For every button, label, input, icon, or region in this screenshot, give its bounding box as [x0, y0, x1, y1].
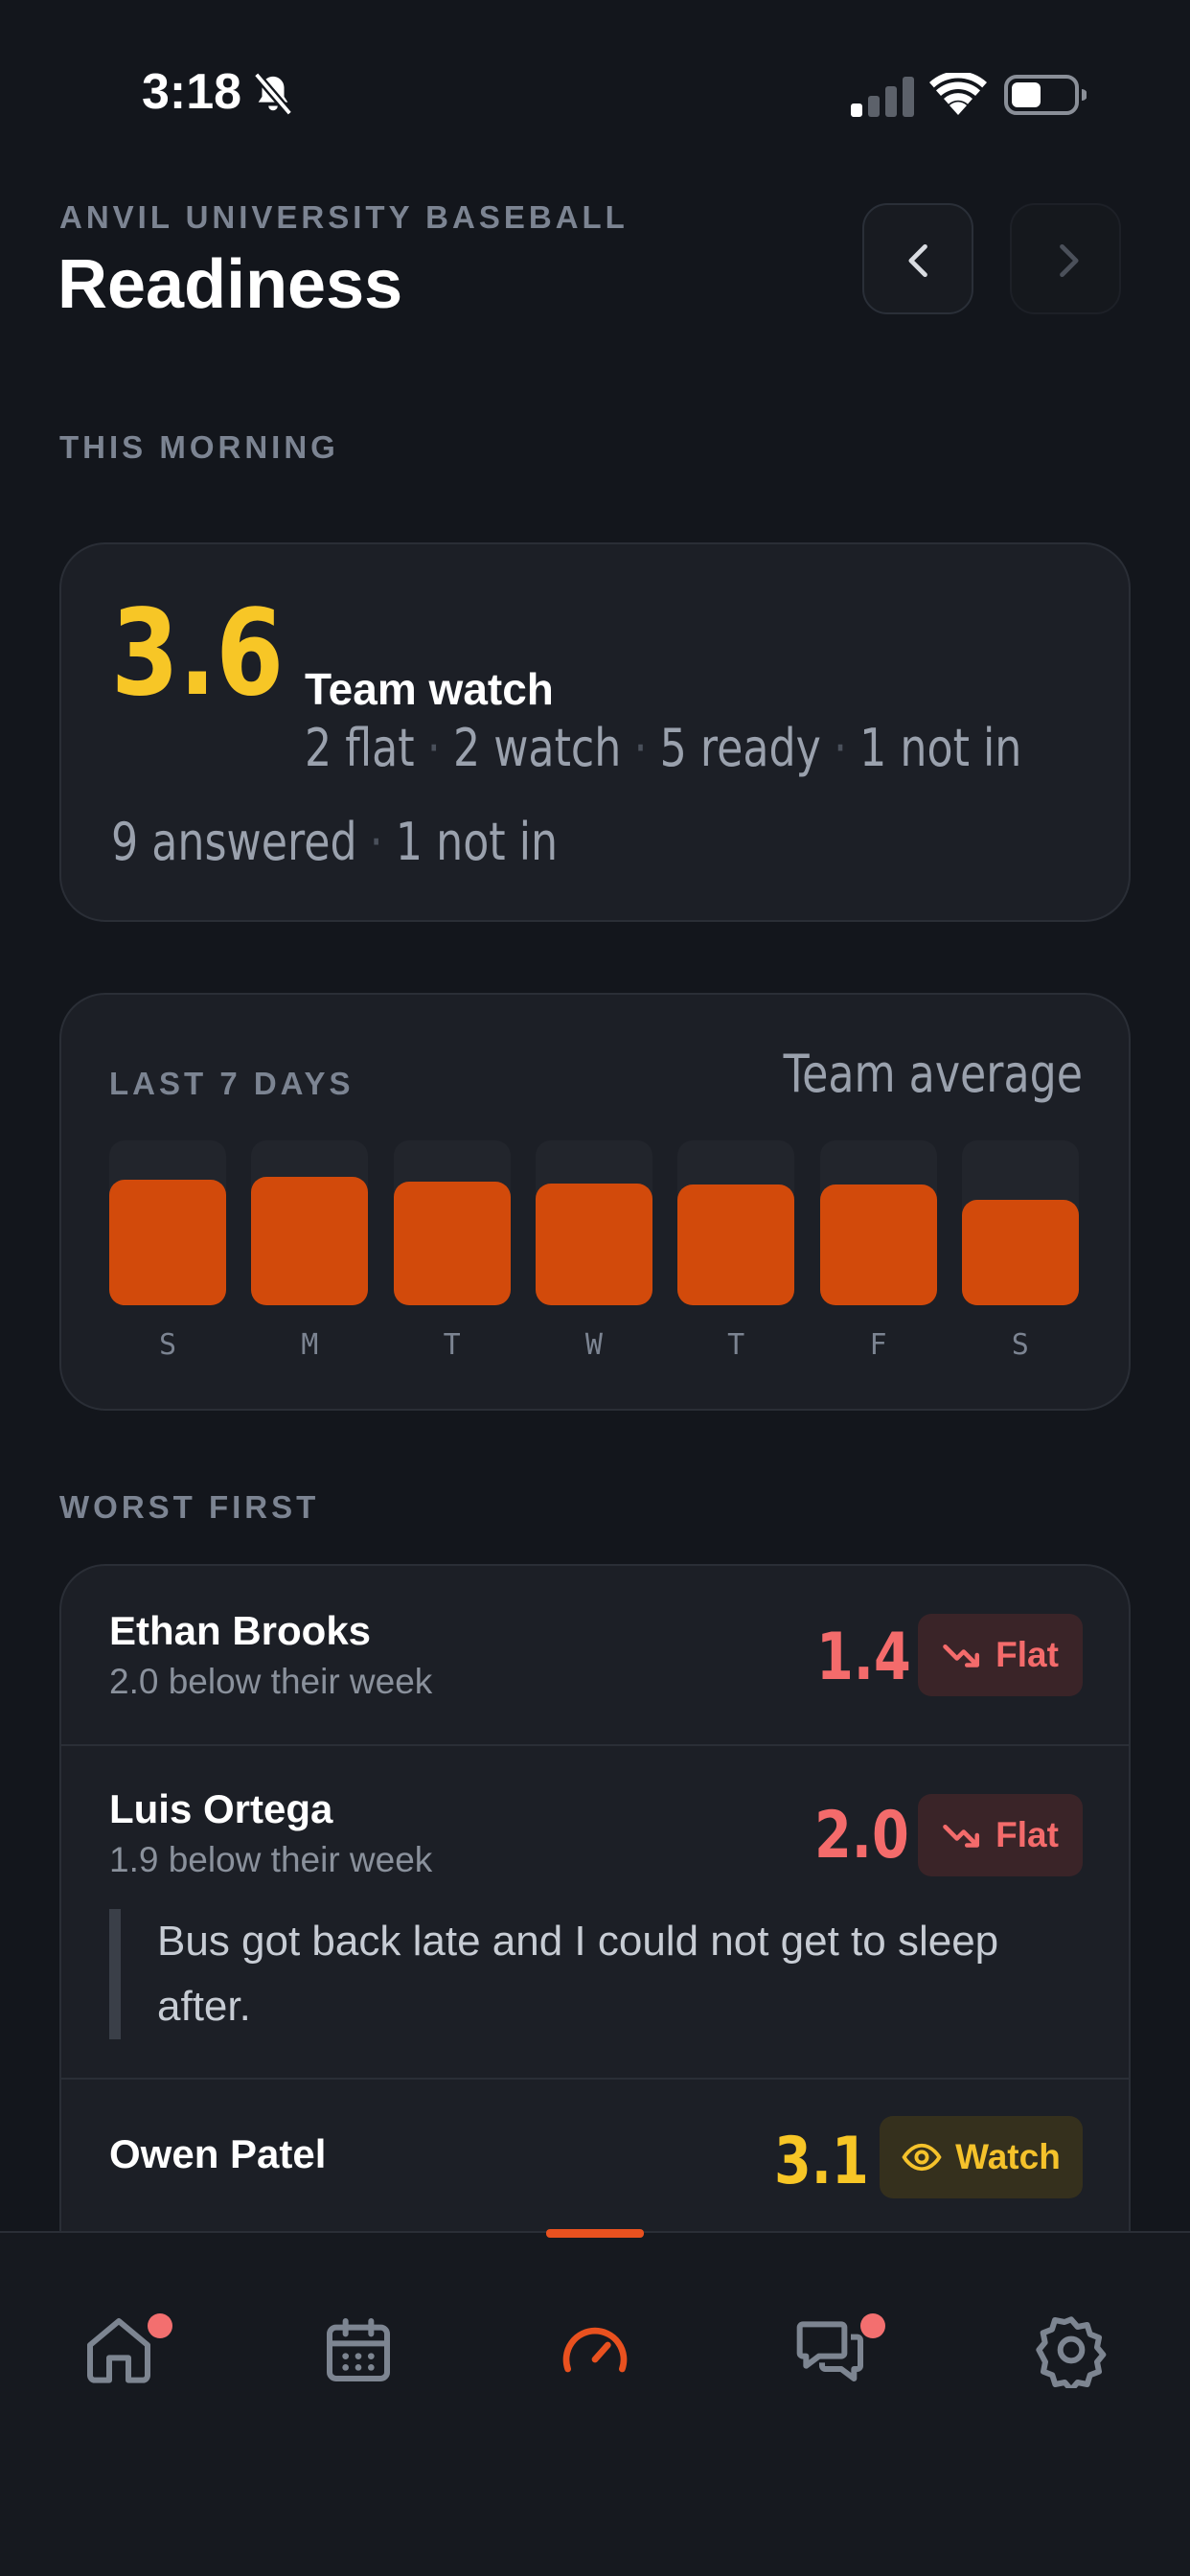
trend-down-icon: [943, 1824, 980, 1848]
bar-0: [109, 1180, 226, 1305]
home-notification-dot: [148, 2313, 172, 2338]
previous-day-button[interactable]: [862, 203, 973, 314]
player-name: Luis Ortega: [109, 1786, 333, 1831]
home-icon: [87, 2318, 150, 2383]
gauge-icon: [562, 2327, 628, 2373]
tab-bar: [0, 2231, 1190, 2576]
tick-label: S: [1011, 1328, 1029, 1362]
chart-legend-text: Team average: [783, 1044, 1083, 1104]
chevron-right-icon: [1060, 243, 1079, 278]
status-badge: Flat: [918, 1614, 1083, 1696]
tab-settings[interactable]: [1033, 2312, 1110, 2393]
next-day-button[interactable]: [1010, 203, 1121, 314]
not-in-count: 1 not in: [395, 812, 559, 872]
team-eyebrow: ANVIL UNIVERSITY BASEBALL: [59, 199, 629, 235]
status-counts: 2 flat · 2 watch · 5 ready · 1 not in: [305, 718, 1022, 778]
player-row[interactable]: Luis Ortega 1.9 below their week 2.0 Fla…: [61, 1746, 1129, 2080]
player-row[interactable]: Owen Patel 3.1 Watch: [61, 2080, 1129, 2252]
weekly-chart-card: LAST 7 DAYS Team average S M T W T F S: [59, 993, 1131, 1411]
count-not-in: 1 not in: [859, 718, 1022, 778]
player-score: 2.0: [814, 1798, 909, 1874]
chevron-left-icon: [908, 243, 927, 278]
bar-2: [393, 1182, 511, 1305]
status-time: 3:18: [142, 64, 242, 120]
player-delta: 1.9 below their week: [109, 1840, 433, 1879]
messages-notification-dot: [860, 2313, 885, 2338]
count-ready: 5 ready: [659, 718, 821, 778]
bar-6: [961, 1200, 1079, 1305]
bar-4: [677, 1184, 795, 1305]
team-status: Team watch: [305, 664, 554, 714]
tab-messages[interactable]: [793, 2312, 870, 2388]
tab-schedule[interactable]: [320, 2312, 397, 2388]
wifi-icon: [929, 73, 987, 115]
player-name: Owen Patel: [109, 2131, 327, 2176]
count-flat: 2 flat: [305, 718, 415, 778]
chart-title: LAST 7 DAYS: [109, 1066, 355, 1101]
worst-first-heading: WORST FIRST: [59, 1489, 320, 1525]
player-row[interactable]: Ethan Brooks 2.0 below their week 1.4 Fl…: [61, 1566, 1129, 1746]
battery-icon: [1004, 75, 1087, 115]
tick-label: S: [158, 1328, 177, 1362]
bar-3: [535, 1184, 652, 1305]
calendar-icon: [327, 2318, 390, 2381]
player-note: Bus got back late and I could not get to…: [109, 1909, 1077, 2039]
count-watch: 2 watch: [452, 718, 622, 778]
chat-icon: [796, 2321, 863, 2381]
tab-readiness[interactable]: [557, 2312, 633, 2388]
active-tab-indicator: [546, 2229, 644, 2238]
badge-label: Watch: [955, 2137, 1061, 2176]
tick-label: F: [869, 1328, 887, 1362]
page-title: Readiness: [57, 246, 403, 323]
bar-1: [251, 1177, 369, 1305]
bell-muted-icon: [253, 72, 293, 116]
status-badge: Watch: [880, 2116, 1083, 2198]
status-badge: Flat: [918, 1794, 1083, 1876]
player-score: 1.4: [816, 1620, 911, 1695]
this-morning-heading: THIS MORNING: [59, 429, 339, 465]
player-name: Ethan Brooks: [109, 1608, 372, 1653]
tick-label: T: [727, 1328, 745, 1362]
response-counts: 9 answered · 1 not in: [111, 812, 559, 872]
tab-home[interactable]: [80, 2312, 157, 2388]
chart-legend: Team average: [718, 1048, 1083, 1100]
player-list: Ethan Brooks 2.0 below their week 1.4 Fl…: [59, 1564, 1131, 2254]
tick-label: T: [443, 1328, 461, 1362]
tick-label: M: [301, 1328, 319, 1362]
eye-icon: [902, 2143, 942, 2172]
trend-down-icon: [943, 1644, 980, 1668]
player-delta: 2.0 below their week: [109, 1662, 433, 1701]
today-summary-card[interactable]: 3.6 Team watch 2 flat · 2 watch · 5 ready · 1 …: [59, 542, 1131, 922]
bar-5: [819, 1184, 937, 1305]
player-score: 3.1: [774, 2124, 869, 2199]
badge-label: Flat: [995, 1635, 1059, 1674]
gear-icon: [1036, 2316, 1107, 2393]
tick-label: W: [584, 1328, 603, 1362]
team-score: 3.6: [111, 585, 285, 723]
answered-count: 9 answered: [111, 812, 357, 872]
cellular-signal-icon: [851, 77, 914, 117]
badge-label: Flat: [995, 1815, 1059, 1854]
